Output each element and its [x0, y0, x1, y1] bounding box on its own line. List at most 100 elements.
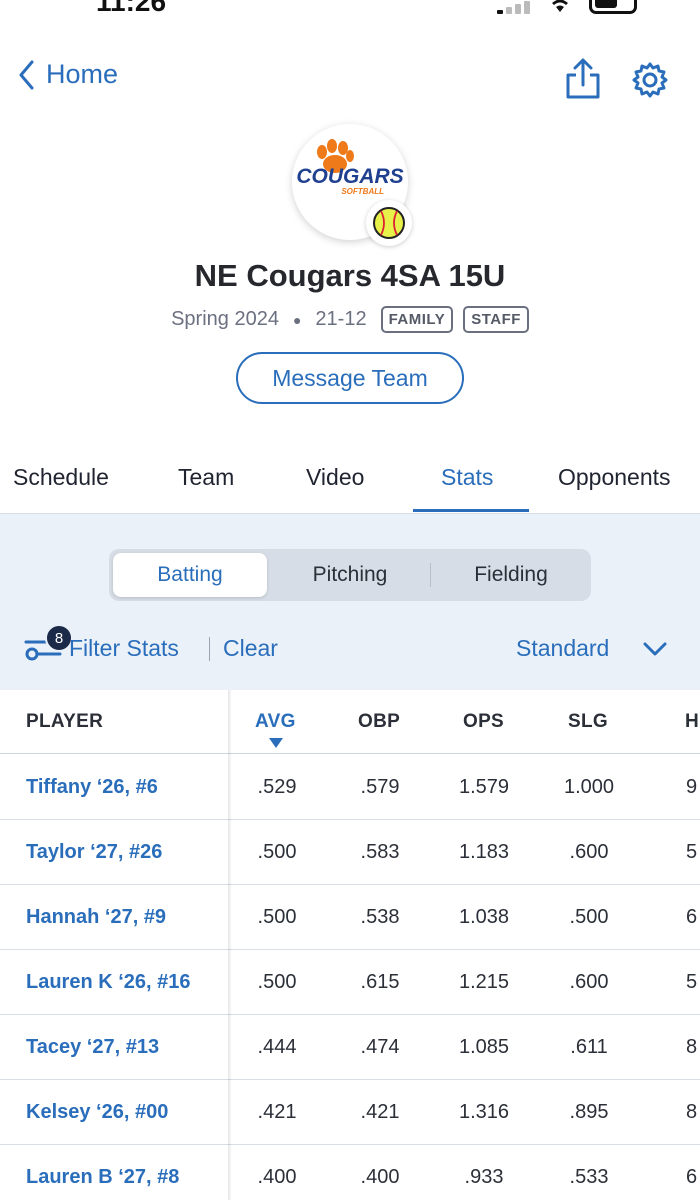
table-row[interactable]: Lauren K ‘26, #16 .500 .615 1.215 .600 5 — [0, 950, 700, 1015]
avg-cell: .500 — [257, 841, 297, 863]
table-row[interactable]: Tiffany ‘26, #6 .529 .579 1.579 1.000 9 — [0, 755, 700, 820]
slg-cell: .600 — [569, 841, 609, 863]
player-name[interactable]: Kelsey ‘26, #00 — [26, 1101, 169, 1123]
filter-stats-button[interactable]: Filter Stats — [69, 635, 179, 661]
column-header-avg[interactable]: AVG — [255, 711, 296, 732]
obp-cell: .615 — [360, 971, 400, 993]
tab-opponents[interactable]: Opponents — [558, 464, 671, 490]
column-header-slg[interactable]: SLG — [568, 711, 608, 732]
h-cell: 9 — [686, 776, 698, 798]
team-name: NE Cougars 4SA 15U — [194, 258, 506, 293]
slg-cell: 1.000 — [563, 776, 615, 798]
filter-divider — [209, 637, 210, 661]
chevron-down-icon[interactable] — [643, 641, 667, 657]
slg-cell: .895 — [569, 1101, 609, 1123]
logo-subtext: SOFTBALL — [341, 187, 384, 196]
gear-icon[interactable] — [631, 61, 669, 99]
obp-cell: .421 — [360, 1101, 400, 1123]
clear-filters-button[interactable]: Clear — [223, 635, 278, 661]
ops-cell: 1.183 — [458, 841, 510, 863]
staff-badge: STAFF — [463, 306, 529, 333]
table-header: PLAYER AVG OBP OPS SLG H — [0, 690, 700, 754]
slg-cell: .600 — [569, 971, 609, 993]
column-header-ops[interactable]: OPS — [463, 711, 505, 732]
tab-stats[interactable]: Stats — [441, 464, 494, 490]
h-cell: 6 — [686, 1166, 698, 1188]
family-badge: FAMILY — [380, 306, 454, 333]
player-name[interactable]: Hannah ‘27, #9 — [26, 906, 167, 928]
tab-team[interactable]: Team — [178, 464, 235, 490]
stat-type-segmented-control: Batting Pitching Fielding — [109, 549, 591, 601]
h-cell: 5 — [686, 971, 698, 993]
ops-cell: 1.215 — [458, 971, 510, 993]
avg-cell: .529 — [257, 776, 297, 798]
record-label: 21-12 — [315, 308, 367, 330]
table-row[interactable]: Lauren B ‘27, #8 .400 .400 .933 .533 6 — [0, 1145, 700, 1200]
player-name[interactable]: Lauren K ‘26, #16 — [26, 971, 191, 993]
separator-dot: ● — [292, 311, 302, 328]
tab-bar: Schedule Team Video Stats Opponents — [0, 444, 700, 514]
filter-row: 8 Filter Stats Clear Standard — [0, 620, 700, 676]
top-nav: Home — [0, 55, 700, 105]
softball-icon — [366, 200, 412, 246]
obp-cell: .400 — [360, 1166, 400, 1188]
cougar-paw-logo: COUGARS SOFTBALL — [296, 139, 404, 196]
status-time: 11:26 — [96, 0, 167, 17]
h-cell: 8 — [686, 1036, 698, 1058]
h-cell: 6 — [686, 906, 698, 928]
slg-cell: .500 — [569, 906, 609, 928]
chevron-left-icon — [19, 60, 34, 89]
table-row[interactable]: Tacey ‘27, #13 .444 .474 1.085 .611 8 — [0, 1015, 700, 1080]
message-team-button[interactable]: Message Team — [236, 352, 464, 404]
player-name[interactable]: Lauren B ‘27, #8 — [26, 1166, 180, 1188]
back-button[interactable]: Home — [18, 59, 118, 90]
ops-cell: 1.038 — [458, 906, 510, 928]
team-logo: COUGARS SOFTBALL — [292, 124, 408, 240]
table-row[interactable]: Kelsey ‘26, #00 .421 .421 1.316 .895 8 — [0, 1080, 700, 1145]
avg-cell: .400 — [257, 1166, 297, 1188]
ops-cell: 1.316 — [458, 1101, 510, 1123]
avg-cell: .500 — [257, 971, 297, 993]
h-cell: 5 — [686, 841, 698, 863]
active-tab-indicator — [413, 509, 529, 512]
tab-video[interactable]: Video — [306, 464, 365, 490]
stats-table: PLAYER AVG OBP OPS SLG H Tiffany ‘26, #6… — [0, 690, 700, 1200]
status-bar: 11:26 — [0, 0, 700, 22]
table-row[interactable]: Hannah ‘27, #9 .500 .538 1.038 .500 6 — [0, 885, 700, 950]
h-cell: 8 — [686, 1101, 698, 1123]
frozen-column-shadow — [228, 690, 232, 1200]
column-header-h[interactable]: H — [685, 711, 700, 732]
sort-descending-icon — [269, 738, 283, 748]
obp-cell: .538 — [360, 906, 400, 928]
player-name[interactable]: Taylor ‘27, #26 — [26, 841, 163, 863]
avg-cell: .444 — [257, 1036, 297, 1058]
filter-count-badge: 8 — [45, 624, 73, 652]
segment-batting[interactable]: Batting — [113, 553, 267, 597]
share-icon[interactable] — [563, 57, 603, 101]
segment-fielding[interactable]: Fielding — [474, 563, 548, 586]
battery-icon — [589, 0, 637, 14]
obp-cell: .583 — [360, 841, 400, 863]
avg-cell: .421 — [257, 1101, 297, 1123]
back-label: Home — [46, 59, 119, 89]
avg-cell: .500 — [257, 906, 297, 928]
team-meta: Spring 2024 ● 21-12 FAMILY STAFF — [0, 306, 700, 333]
column-header-obp[interactable]: OBP — [358, 711, 401, 732]
season-label: Spring 2024 — [171, 308, 279, 330]
player-name[interactable]: Tiffany ‘26, #6 — [26, 776, 158, 798]
table-row[interactable]: Taylor ‘27, #26 .500 .583 1.183 .600 5 — [0, 820, 700, 885]
wifi-icon — [552, 0, 568, 12]
ops-cell: 1.579 — [458, 776, 510, 798]
column-header-player[interactable]: PLAYER — [26, 711, 104, 732]
cellular-signal-icon — [497, 0, 531, 14]
ops-cell: 1.085 — [458, 1036, 510, 1058]
slg-cell: .611 — [570, 1036, 608, 1058]
obp-cell: .579 — [360, 776, 400, 798]
stats-panel: Batting Pitching Fielding — [0, 514, 700, 690]
ops-cell: .933 — [464, 1166, 504, 1188]
player-name[interactable]: Tacey ‘27, #13 — [26, 1036, 160, 1058]
view-select[interactable]: Standard — [516, 635, 610, 661]
slg-cell: .533 — [569, 1166, 609, 1188]
segment-pitching[interactable]: Pitching — [312, 563, 388, 586]
tab-schedule[interactable]: Schedule — [13, 464, 109, 490]
